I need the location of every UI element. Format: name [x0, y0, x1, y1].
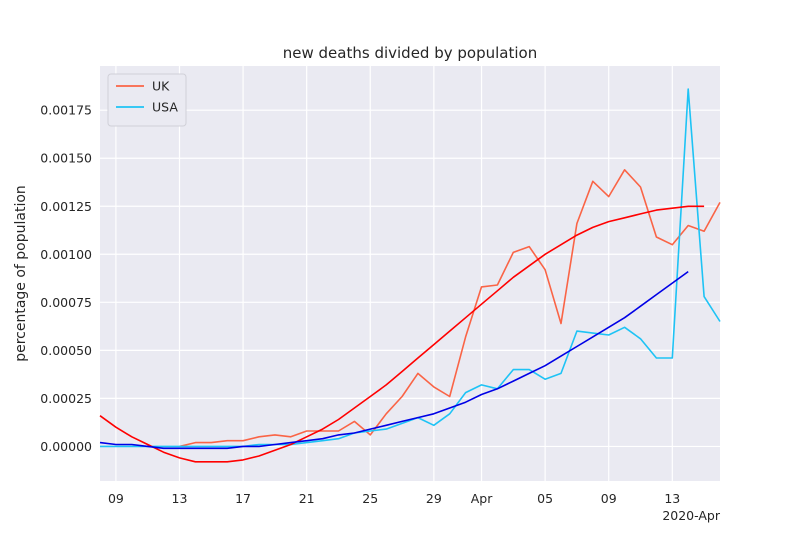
trend-line-3: [99, 270, 689, 450]
x-axis-offset-label: 2020-Apr: [662, 508, 721, 523]
y-tick-label: 0.00025: [40, 391, 92, 406]
y-tick-label: 0.00125: [40, 199, 92, 214]
legend-box: [107, 73, 187, 127]
trend-line-2: [99, 205, 705, 463]
legend: UK USA: [107, 73, 187, 127]
x-tick-label: 09: [108, 491, 124, 506]
y-tick-label: 0.00050: [40, 343, 92, 358]
series-line-usa: [100, 88, 721, 448]
y-tick-label: 0.00100: [40, 247, 92, 262]
legend-label-usa: USA: [152, 100, 178, 115]
x-tick-label: Apr: [471, 491, 493, 506]
x-tick-label: 05: [537, 491, 553, 506]
y-tick-label: 0.00150: [40, 151, 92, 166]
x-tick-label: 29: [426, 491, 442, 506]
y-tick-label: 0.00075: [40, 295, 92, 310]
y-tick-label: 0.00175: [40, 103, 92, 118]
x-tick-label: 25: [362, 491, 378, 506]
y-axis-ticks: 0.00000 0.00025 0.00050 0.00075 0.00100 0.001…: [40, 103, 92, 454]
x-tick-label: 13: [664, 491, 680, 506]
y-tick-label: 0.00000: [40, 439, 92, 454]
chart-title: new deaths divided by population: [283, 44, 537, 62]
grid: [100, 66, 720, 481]
x-tick-label: 13: [172, 491, 188, 506]
x-tick-label: 21: [299, 491, 315, 506]
series-line-uk: [179, 169, 721, 448]
series-lines: [99, 88, 721, 463]
x-tick-label: 17: [235, 491, 251, 506]
plot-background: [100, 66, 720, 481]
x-axis-ticks: 09 13 17 21 25 29 Apr 05 09 13: [108, 491, 680, 506]
legend-label-uk: UK: [152, 79, 170, 94]
y-axis-label: percentage of population: [13, 185, 29, 362]
x-tick-label: 09: [601, 491, 617, 506]
